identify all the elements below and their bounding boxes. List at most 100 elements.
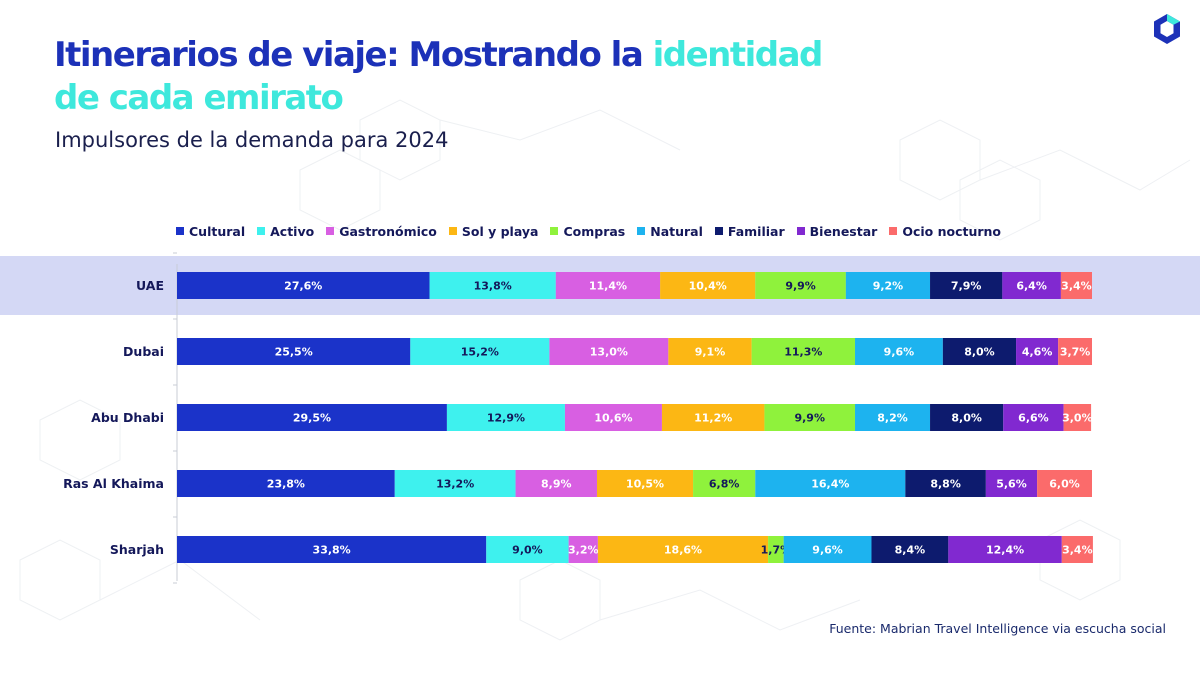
data-label: 9,1% <box>695 346 726 359</box>
data-label: 16,4% <box>811 478 849 491</box>
bar-segment-activo <box>429 272 556 299</box>
legend-item-compras: Compras <box>550 224 625 239</box>
bar-segment-cultural <box>177 536 487 563</box>
data-label: 9,9% <box>794 412 825 425</box>
bar-segment-familiar <box>930 404 1004 431</box>
legend-label: Natural <box>650 223 703 239</box>
data-label: 3,4% <box>1062 544 1093 557</box>
data-label: 11,3% <box>784 346 822 359</box>
data-label: 4,6% <box>1022 346 1053 359</box>
data-label: 8,4% <box>895 544 926 557</box>
bar-segment-natural <box>845 272 931 299</box>
bar-segment-compras <box>693 470 756 497</box>
data-label: 11,2% <box>694 412 732 425</box>
bar-segment-ocio-nocturno <box>1063 404 1092 431</box>
chart-legend: Cultural Activo Gastronómico Sol y playa Com… <box>176 222 1001 240</box>
bar-segment-activo <box>486 536 569 563</box>
legend-label: Gastronómico <box>339 223 437 239</box>
data-label: 13,0% <box>590 346 628 359</box>
data-label: 3,2% <box>568 544 599 557</box>
data-label: 27,6% <box>284 280 322 293</box>
data-label: 6,6% <box>1018 412 1049 425</box>
category-label: Sharjah <box>110 542 164 557</box>
data-label: 9,6% <box>812 544 843 557</box>
legend-item-ocio-nocturno: Ocio nocturno <box>889 224 1001 239</box>
data-label: 6,8% <box>709 478 740 491</box>
data-label: 25,5% <box>275 346 313 359</box>
bar-segment-natural <box>783 536 872 563</box>
bar-segment-ocio-nocturno <box>1058 338 1092 365</box>
data-label: 13,2% <box>436 478 474 491</box>
source-note: Fuente: Mabrian Travel Intelligence via … <box>829 621 1166 636</box>
page-subtitle: Impulsores de la demanda para 2024 <box>55 128 449 152</box>
data-label: 8,8% <box>930 478 961 491</box>
bar-segment-cultural <box>177 404 447 431</box>
data-label: 6,0% <box>1049 478 1080 491</box>
data-label: 8,2% <box>877 412 908 425</box>
bar-segment-activo <box>394 470 516 497</box>
data-label: 15,2% <box>461 346 499 359</box>
title-accent-1: identidad <box>652 35 824 75</box>
bar-segment-compras <box>751 338 856 365</box>
data-label: 11,4% <box>589 280 627 293</box>
title-accent-2: de cada emirato <box>54 78 344 118</box>
bar-segment-familiar <box>905 470 986 497</box>
data-label: 12,9% <box>487 412 525 425</box>
legend-swatch <box>448 227 457 235</box>
legend-label: Familiar <box>727 223 785 239</box>
bar-segment-gastronomico <box>555 272 661 299</box>
data-label: 3,7% <box>1060 346 1091 359</box>
legend-swatch <box>176 227 184 235</box>
bar-segment-sol-y-playa <box>661 404 765 431</box>
bar-segment-sol-y-playa <box>668 338 752 365</box>
bar-segment-activo <box>410 338 550 365</box>
legend-item-gastronomico: Gastronómico <box>326 224 437 239</box>
legend-swatch <box>637 227 646 235</box>
hexagon-logo-icon <box>1154 14 1180 44</box>
bar-segment-bienestar <box>1016 338 1059 365</box>
bar-segment-ocio-nocturno <box>1037 470 1092 497</box>
bar-segment-compras <box>755 272 846 299</box>
legend-item-familiar: Familiar <box>714 223 785 239</box>
legend-swatch <box>326 227 335 235</box>
data-label: 13,8% <box>474 280 512 293</box>
legend-item-bienestar: Bienestar <box>796 223 878 239</box>
data-label: 3,4% <box>1061 280 1092 293</box>
data-label: 9,0% <box>512 544 543 557</box>
data-label: 5,6% <box>996 478 1027 491</box>
bar-segment-sol-y-playa <box>596 470 694 497</box>
bar-segment-activo <box>446 404 565 431</box>
bar-segment-cultural <box>177 470 395 497</box>
bar-segment-sol-y-playa <box>597 536 769 563</box>
legend-item-natural: Natural <box>637 224 703 239</box>
page-title: Itinerarios de viaje: Mostrando la ident… <box>54 34 824 120</box>
bar-segment-gastronomico <box>568 536 598 563</box>
legend-swatch <box>550 227 559 235</box>
data-label: 10,5% <box>626 478 664 491</box>
legend-item-cultural: Cultural <box>176 224 245 239</box>
legend-label: Bienestar <box>809 223 878 239</box>
category-label: Abu Dhabi <box>91 410 164 425</box>
bar-segment-compras <box>768 536 784 563</box>
legend-swatch <box>889 227 898 235</box>
data-label: 18,6% <box>664 544 702 557</box>
data-label: 8,9% <box>541 478 572 491</box>
bar-segment-sol-y-playa <box>660 272 756 299</box>
bar-segment-bienestar <box>985 470 1038 497</box>
bar-segment-familiar <box>871 536 949 563</box>
title-text: Itinerarios de viaje: Mostrando la <box>54 35 653 75</box>
bar-segment-cultural <box>177 338 411 365</box>
data-label: 8,0% <box>951 412 982 425</box>
bar-segment-gastronomico <box>549 338 669 365</box>
bar-segment-natural <box>855 338 943 365</box>
data-label: 6,4% <box>1016 280 1047 293</box>
data-label: 7,9% <box>951 280 982 293</box>
category-label: UAE <box>136 278 164 293</box>
legend-label: Compras <box>563 223 626 239</box>
bar-segment-familiar <box>930 272 1003 299</box>
data-label: 23,8% <box>267 478 305 491</box>
legend-label: Sol y playa <box>461 223 539 239</box>
bar-segment-ocio-nocturno <box>1060 272 1092 299</box>
data-label: 9,9% <box>785 280 816 293</box>
